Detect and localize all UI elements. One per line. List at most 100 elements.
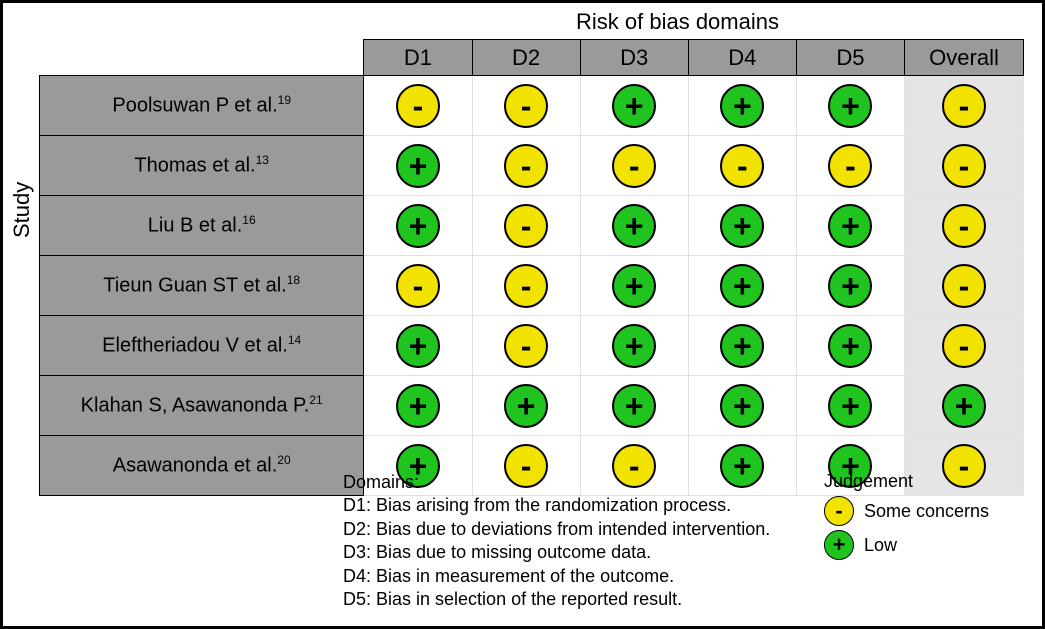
judgement-legend: Judgement -Some concerns + Low xyxy=(814,471,1024,611)
domain-cell: + xyxy=(580,376,688,436)
low-risk-icon: + xyxy=(396,144,440,188)
table-title: Risk of bias domains xyxy=(343,9,1012,35)
study-name-cell: Liu B et al.16 xyxy=(40,196,364,256)
overall-cell: - xyxy=(905,256,1024,316)
risk-of-bias-frame: Risk of bias domains Study D1 D2 D3 D4 D… xyxy=(0,0,1045,629)
some-concerns-icon: - xyxy=(828,144,872,188)
table-row: Poolsuwan P et al.19--+++- xyxy=(40,76,1024,136)
domain-cell: + xyxy=(796,76,904,136)
some-concerns-icon: - xyxy=(504,204,548,248)
judgement-title: Judgement xyxy=(824,471,1024,492)
domain-legend-line: D5: Bias in selection of the reported re… xyxy=(343,588,814,611)
table-row: Tieun Guan ST et al.18--+++- xyxy=(40,256,1024,316)
low-risk-icon: + xyxy=(720,84,764,128)
some-concerns-icon: - xyxy=(942,144,986,188)
col-header: D2 xyxy=(472,40,580,76)
judgement-label: Low xyxy=(864,535,897,556)
low-risk-icon: + xyxy=(612,264,656,308)
study-name-cell: Asawanonda et al.20 xyxy=(40,436,364,496)
domain-cell: + xyxy=(688,316,796,376)
domain-legend-line: D1: Bias arising from the randomization … xyxy=(343,494,814,517)
domain-cell: + xyxy=(364,376,472,436)
domain-legend-line: D4: Bias in measurement of the outcome. xyxy=(343,565,814,588)
domain-cell: + xyxy=(580,196,688,256)
study-name-cell: Thomas et al.13 xyxy=(40,136,364,196)
domain-cell: - xyxy=(472,136,580,196)
low-risk-icon: + xyxy=(720,264,764,308)
some-concerns-icon: - xyxy=(720,144,764,188)
domain-cell: - xyxy=(472,76,580,136)
domain-cell: - xyxy=(580,136,688,196)
table-row: Klahan S, Asawanonda P.21 + + + + + + xyxy=(40,376,1024,436)
judgement-label: Some concerns xyxy=(864,501,989,522)
header-blank xyxy=(40,40,364,76)
study-name-cell: Klahan S, Asawanonda P.21 xyxy=(40,376,364,436)
low-risk-icon: + xyxy=(720,324,764,368)
domain-cell: + xyxy=(580,76,688,136)
low-risk-icon: + xyxy=(612,324,656,368)
col-header: D4 xyxy=(688,40,796,76)
low-risk-icon: + xyxy=(720,384,764,428)
rob-table: D1 D2 D3 D4 D5 Overall Poolsuwan P et al… xyxy=(39,39,1024,496)
study-name-cell: Eleftheriadou V et al.14 xyxy=(40,316,364,376)
low-risk-icon: + xyxy=(396,384,440,428)
domain-cell: + xyxy=(472,376,580,436)
table-row: Eleftheriadou V et al.14+-+++- xyxy=(40,316,1024,376)
judgement-row: -Some concerns xyxy=(824,496,1024,526)
low-risk-icon: + xyxy=(612,384,656,428)
domain-cell: + xyxy=(796,376,904,436)
study-axis-label: Study xyxy=(9,182,35,238)
domain-cell: - xyxy=(364,256,472,316)
some-concerns-icon: - xyxy=(504,144,548,188)
domain-cell: + xyxy=(796,256,904,316)
domain-cell: - xyxy=(472,256,580,316)
low-risk-icon: + xyxy=(612,84,656,128)
domain-cell: - xyxy=(796,136,904,196)
domain-cell: - xyxy=(688,136,796,196)
domain-cell: + xyxy=(364,196,472,256)
domain-cell: + xyxy=(580,256,688,316)
study-name-cell: Poolsuwan P et al.19 xyxy=(40,76,364,136)
low-risk-icon: + xyxy=(828,204,872,248)
domain-cell: - xyxy=(472,196,580,256)
some-concerns-icon: - xyxy=(396,84,440,128)
domain-cell: + xyxy=(688,376,796,436)
study-name-cell: Tieun Guan ST et al.18 xyxy=(40,256,364,316)
overall-cell: - xyxy=(905,316,1024,376)
low-risk-icon: + xyxy=(942,384,986,428)
domain-cell: + xyxy=(796,196,904,256)
legend-area: Domains: D1: Bias arising from the rando… xyxy=(343,471,1024,611)
some-concerns-icon: - xyxy=(942,264,986,308)
some-concerns-icon: - xyxy=(942,204,986,248)
low-risk-icon: + xyxy=(720,204,764,248)
domain-cell: - xyxy=(364,76,472,136)
some-concerns-icon: - xyxy=(504,264,548,308)
col-header: Overall xyxy=(905,40,1024,76)
domain-cell: + xyxy=(364,316,472,376)
low-risk-icon: + xyxy=(824,530,854,560)
col-header: D3 xyxy=(580,40,688,76)
domains-legend: Domains: D1: Bias arising from the rando… xyxy=(343,471,814,611)
domain-cell: + xyxy=(796,316,904,376)
some-concerns-icon: - xyxy=(942,324,986,368)
domain-cell: + xyxy=(688,256,796,316)
header-row: D1 D2 D3 D4 D5 Overall xyxy=(40,40,1024,76)
low-risk-icon: + xyxy=(504,384,548,428)
some-concerns-icon: - xyxy=(824,496,854,526)
domain-cell: + xyxy=(688,76,796,136)
overall-cell: + xyxy=(905,376,1024,436)
domains-legend-title: Domains: xyxy=(343,471,814,494)
low-risk-icon: + xyxy=(612,204,656,248)
domain-cell: + xyxy=(364,136,472,196)
some-concerns-icon: - xyxy=(612,144,656,188)
low-risk-icon: + xyxy=(828,264,872,308)
some-concerns-icon: - xyxy=(396,264,440,308)
some-concerns-icon: - xyxy=(504,324,548,368)
some-concerns-icon: - xyxy=(942,84,986,128)
overall-cell: - xyxy=(905,76,1024,136)
table-row: Liu B et al.16+-+++- xyxy=(40,196,1024,256)
overall-cell: - xyxy=(905,136,1024,196)
overall-cell: - xyxy=(905,196,1024,256)
low-risk-icon: + xyxy=(396,324,440,368)
low-risk-icon: + xyxy=(828,84,872,128)
